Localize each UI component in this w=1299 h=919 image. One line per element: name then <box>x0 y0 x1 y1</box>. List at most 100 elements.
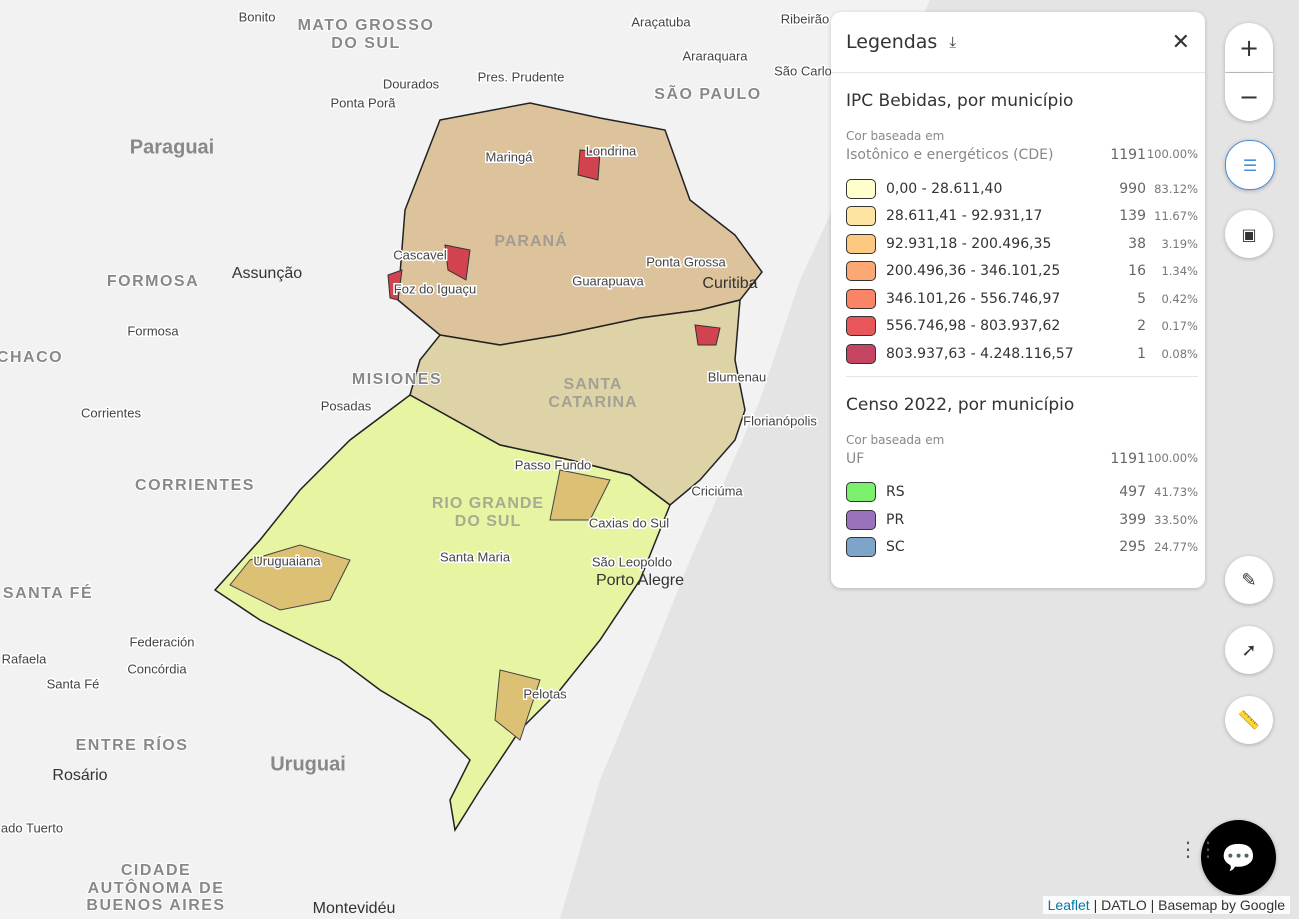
map-label: Assunção <box>232 265 302 282</box>
class-count: 399 <box>1119 511 1146 528</box>
map-label: ENTRE RÍOS <box>76 735 189 754</box>
legend-swatch <box>846 509 876 530</box>
map-label: Uruguai <box>270 753 346 775</box>
draw-button[interactable]: ✎ <box>1225 556 1273 604</box>
map-label: CIDADE <box>121 862 191 879</box>
based-on: Cor baseada em <box>846 129 945 143</box>
layer-title: Censo 2022, por município <box>846 394 1075 415</box>
map-label: Uruguaiana <box>253 553 321 568</box>
total-count: 1191 <box>1110 450 1146 467</box>
field-row: Isotônico e energéticos (CDE) 1191 100.00% <box>846 147 1198 163</box>
legend-layers: IPC Bebidas, por município Cor baseada em… <box>831 73 1205 569</box>
map-label: Maringá <box>486 149 534 164</box>
map-label: Pelotas <box>523 686 567 701</box>
map-label: MATO GROSSO <box>298 17 435 34</box>
legend-swatch <box>846 233 876 254</box>
field-name: UF <box>846 450 865 467</box>
legend-swatch <box>846 178 876 199</box>
close-button[interactable]: ✕ <box>1171 29 1190 55</box>
region <box>229 469 611 741</box>
map-label: Ponta Porã <box>330 95 396 110</box>
class-percent: 33.50% <box>1154 512 1198 527</box>
class-percent: 3.19% <box>1161 236 1198 251</box>
map-label: SANTA <box>564 376 623 393</box>
class-label: 346.101,26 - 556.746,97 <box>886 290 1061 307</box>
based-on: Cor baseada em <box>846 432 945 447</box>
total-count: 1191 <box>1110 147 1146 163</box>
class-count: 497 <box>1119 484 1146 501</box>
legend-layer: IPC Bebidas, por município Cor baseada em… <box>831 73 1205 376</box>
legend-swatch <box>846 537 876 558</box>
attribution-text: | DATLO | Basemap by Google <box>1093 897 1285 913</box>
class-label: RS <box>886 484 905 501</box>
map-label: Rosário <box>52 767 107 784</box>
region-high <box>387 149 721 346</box>
map-label: Corrientes <box>81 405 141 420</box>
class-label: 803.937,63 - 4.248.116,57 <box>886 345 1074 362</box>
class-count: 295 <box>1119 539 1146 556</box>
legend-swatch <box>846 288 876 309</box>
class-label: 0,00 - 28.611,40 <box>886 180 1003 197</box>
class-count: 2 <box>1137 318 1146 335</box>
field-row: UF 1191 100.00% <box>846 451 1198 467</box>
map-label: Pres. Prudente <box>478 69 565 84</box>
class-percent: 41.73% <box>1154 485 1198 500</box>
class-label: 28.611,41 - 92.931,17 <box>886 208 1043 225</box>
legend-swatch <box>846 482 876 503</box>
legend-header: Legendas ⤓ ✕ <box>831 12 1205 73</box>
zoom-out[interactable]: − <box>1225 73 1273 121</box>
download-button[interactable]: ⤓ <box>949 33 956 51</box>
map-label: CATARINA <box>548 394 637 411</box>
legend-row: RS 497 41.73% <box>846 479 1198 507</box>
legend-layer: Censo 2022, por município Cor baseada em U… <box>846 375 1198 570</box>
class-count: 38 <box>1128 235 1146 252</box>
chat-button[interactable]: 💬 <box>1201 820 1276 895</box>
zoom-in[interactable]: + <box>1225 23 1273 72</box>
total-percent: 100.00% <box>1146 147 1198 161</box>
legend-row: PR 399 33.50% <box>846 506 1198 534</box>
map-label: Criciúma <box>691 483 743 498</box>
map-label: São Leopoldo <box>592 554 672 569</box>
drag-handle[interactable]: ⋮⋮ <box>1178 837 1218 861</box>
legend-row: 92.931,18 - 200.496,35 38 3.19% <box>846 230 1198 258</box>
leaflet-link[interactable]: Leaflet <box>1047 897 1090 913</box>
map-label: RIO GRANDE <box>432 495 544 512</box>
map-label: Florianópolis <box>743 413 817 428</box>
layers-button[interactable]: ▣ <box>1225 210 1273 258</box>
map-label: Bonito <box>239 9 276 24</box>
map-label: Federación <box>129 634 194 649</box>
class-count: 5 <box>1137 290 1146 307</box>
legend-button[interactable]: ☰ <box>1225 140 1275 190</box>
map-label: DO SUL <box>331 35 400 52</box>
class-percent: 0.17% <box>1161 319 1198 334</box>
map-label: CHACO <box>0 349 63 366</box>
class-count: 990 <box>1119 180 1146 197</box>
class-percent: 0.42% <box>1161 291 1198 306</box>
legend-swatch <box>846 343 876 364</box>
class-count: 16 <box>1128 263 1146 280</box>
map-label: Ribeirão <box>781 11 829 26</box>
legend-row: 0,00 - 28.611,40 990 83.12% <box>846 175 1198 203</box>
map-label: Blumenau <box>708 369 767 384</box>
map-label: Posadas <box>321 398 372 413</box>
class-label: PR <box>886 511 905 528</box>
measure-button[interactable]: 📏 <box>1225 696 1273 744</box>
map-label: Santa Maria <box>440 549 511 564</box>
select-button[interactable]: ➚ <box>1225 626 1273 674</box>
class-count: 139 <box>1119 208 1146 225</box>
map-label: Concórdia <box>127 661 187 676</box>
map-label: Passo Fundo <box>515 457 592 472</box>
field-name: Isotônico e energéticos (CDE) <box>846 147 1054 163</box>
map-label: Curitiba <box>702 275 757 292</box>
class-label: SC <box>886 539 905 556</box>
legend-panel: Legendas ⤓ ✕ IPC Bebidas, por município C… <box>831 12 1205 588</box>
map-label: Santa Fé <box>47 676 100 691</box>
map-label: SANTA FÉ <box>3 583 93 602</box>
class-percent: 11.67% <box>1154 209 1198 224</box>
map-label: Dourados <box>383 76 440 91</box>
map-label: Paraguai <box>130 136 214 158</box>
map-label: Londrina <box>586 143 637 158</box>
legend-row: SC 295 24.77% <box>846 534 1198 562</box>
legend-row: 556.746,98 - 803.937,62 2 0.17% <box>846 313 1198 341</box>
